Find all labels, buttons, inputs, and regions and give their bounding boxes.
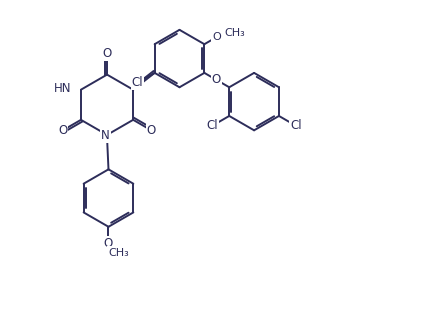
- Text: Cl: Cl: [207, 119, 218, 132]
- Text: CH₃: CH₃: [224, 28, 245, 38]
- Text: O: O: [147, 124, 156, 137]
- Text: CH₃: CH₃: [109, 248, 129, 258]
- Text: O: O: [212, 32, 221, 42]
- Text: O: O: [58, 124, 67, 137]
- Text: O: O: [104, 237, 113, 250]
- Text: HN: HN: [53, 82, 71, 95]
- Text: O: O: [212, 73, 221, 86]
- Text: Cl: Cl: [132, 76, 143, 89]
- Text: Cl: Cl: [290, 119, 302, 132]
- Text: O: O: [103, 47, 112, 60]
- Text: N: N: [101, 129, 110, 142]
